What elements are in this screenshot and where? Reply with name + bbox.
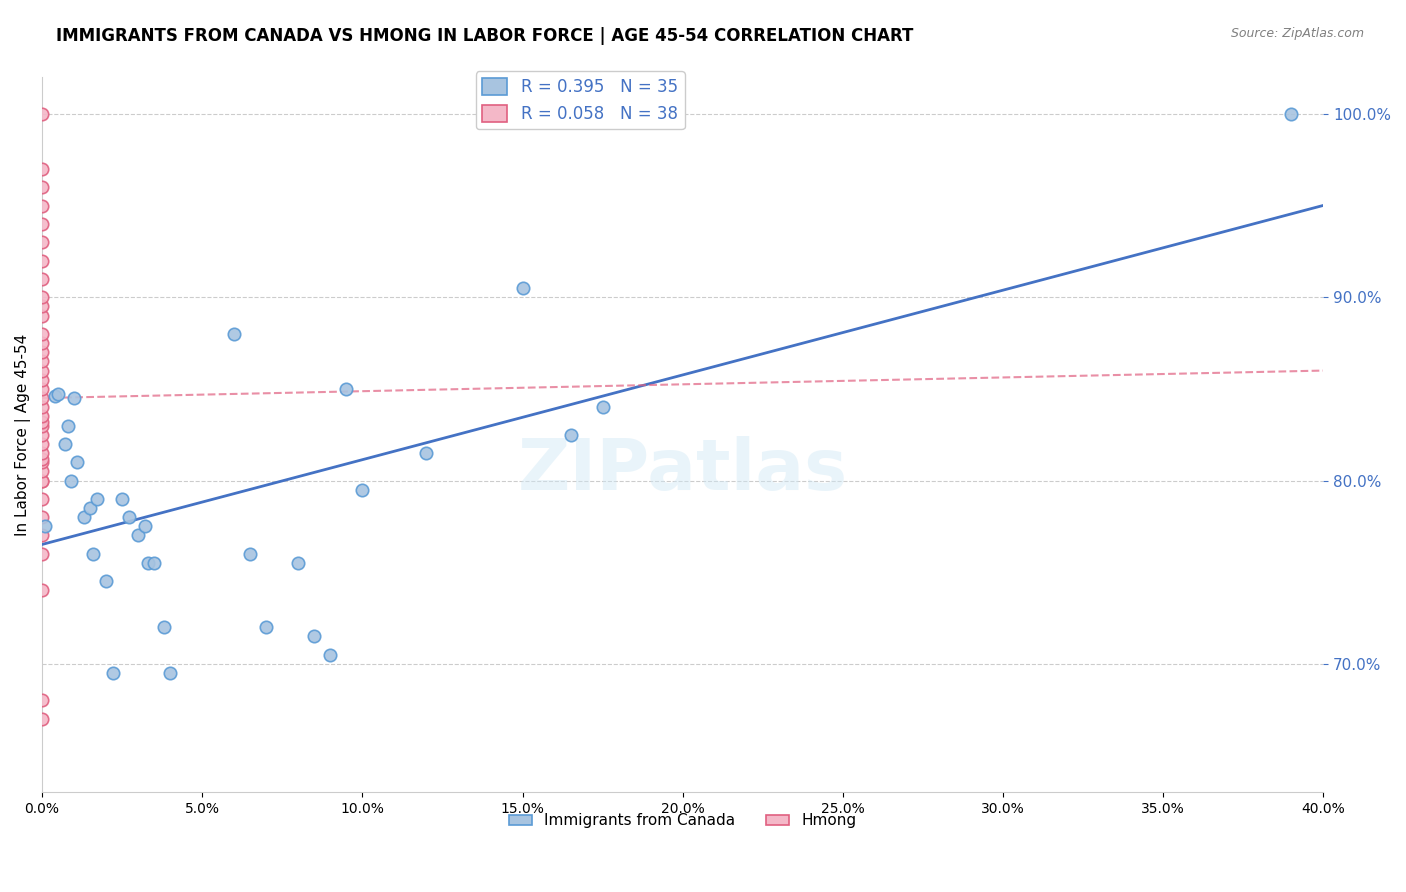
Point — [31, 474, 53, 488]
Point — [31, 354, 53, 368]
Point — [31, 451, 53, 466]
Point — [31, 336, 53, 351]
Point — [31, 712, 53, 726]
Point — [56, 418, 79, 433]
Point — [82, 547, 104, 561]
Point — [31, 474, 53, 488]
Point — [1279, 107, 1302, 121]
Point — [239, 547, 262, 561]
Legend: Immigrants from Canada, Hmong: Immigrants from Canada, Hmong — [503, 807, 862, 834]
Point — [287, 556, 309, 570]
Point — [31, 235, 53, 250]
Point — [31, 446, 53, 460]
Point — [512, 281, 534, 295]
Point — [304, 629, 326, 643]
Point — [66, 455, 89, 469]
Point — [335, 382, 357, 396]
Point — [153, 620, 176, 634]
Point — [31, 415, 53, 429]
Point — [63, 391, 86, 405]
Point — [224, 326, 246, 341]
Point — [31, 290, 53, 304]
Point — [46, 387, 69, 401]
Point — [127, 528, 149, 542]
Point — [31, 300, 53, 314]
Point — [31, 345, 53, 359]
Point — [31, 363, 53, 377]
Point — [117, 510, 139, 524]
Point — [31, 391, 53, 405]
Text: Source: ZipAtlas.com: Source: ZipAtlas.com — [1230, 27, 1364, 40]
Point — [73, 510, 96, 524]
Point — [319, 648, 342, 662]
Point — [31, 464, 53, 478]
Point — [53, 437, 76, 451]
Point — [31, 107, 53, 121]
Point — [96, 574, 118, 589]
Point — [31, 510, 53, 524]
Point — [31, 401, 53, 415]
Point — [31, 309, 53, 323]
Point — [31, 373, 53, 387]
Point — [31, 547, 53, 561]
Point — [352, 483, 374, 497]
Point — [34, 519, 56, 533]
Point — [86, 491, 108, 506]
Point — [31, 382, 53, 396]
Point — [101, 665, 124, 680]
Point — [592, 401, 614, 415]
Point — [31, 418, 53, 433]
Point — [31, 217, 53, 231]
Y-axis label: In Labor Force | Age 45-54: In Labor Force | Age 45-54 — [15, 334, 31, 536]
Point — [560, 427, 582, 442]
Point — [254, 620, 277, 634]
Point — [44, 389, 66, 403]
Point — [31, 272, 53, 286]
Point — [31, 326, 53, 341]
Point — [136, 556, 159, 570]
Point — [31, 583, 53, 598]
Point — [31, 427, 53, 442]
Point — [31, 199, 53, 213]
Point — [111, 491, 134, 506]
Point — [31, 409, 53, 424]
Point — [134, 519, 156, 533]
Point — [31, 528, 53, 542]
Text: IMMIGRANTS FROM CANADA VS HMONG IN LABOR FORCE | AGE 45-54 CORRELATION CHART: IMMIGRANTS FROM CANADA VS HMONG IN LABOR… — [56, 27, 914, 45]
Point — [143, 556, 166, 570]
Point — [59, 474, 82, 488]
Point — [31, 437, 53, 451]
Point — [79, 500, 101, 515]
Point — [31, 491, 53, 506]
Point — [415, 446, 437, 460]
Point — [31, 455, 53, 469]
Point — [159, 665, 181, 680]
Text: ZIPatlas: ZIPatlas — [517, 436, 848, 505]
Point — [31, 253, 53, 268]
Point — [31, 693, 53, 707]
Point — [31, 162, 53, 177]
Point — [31, 180, 53, 194]
